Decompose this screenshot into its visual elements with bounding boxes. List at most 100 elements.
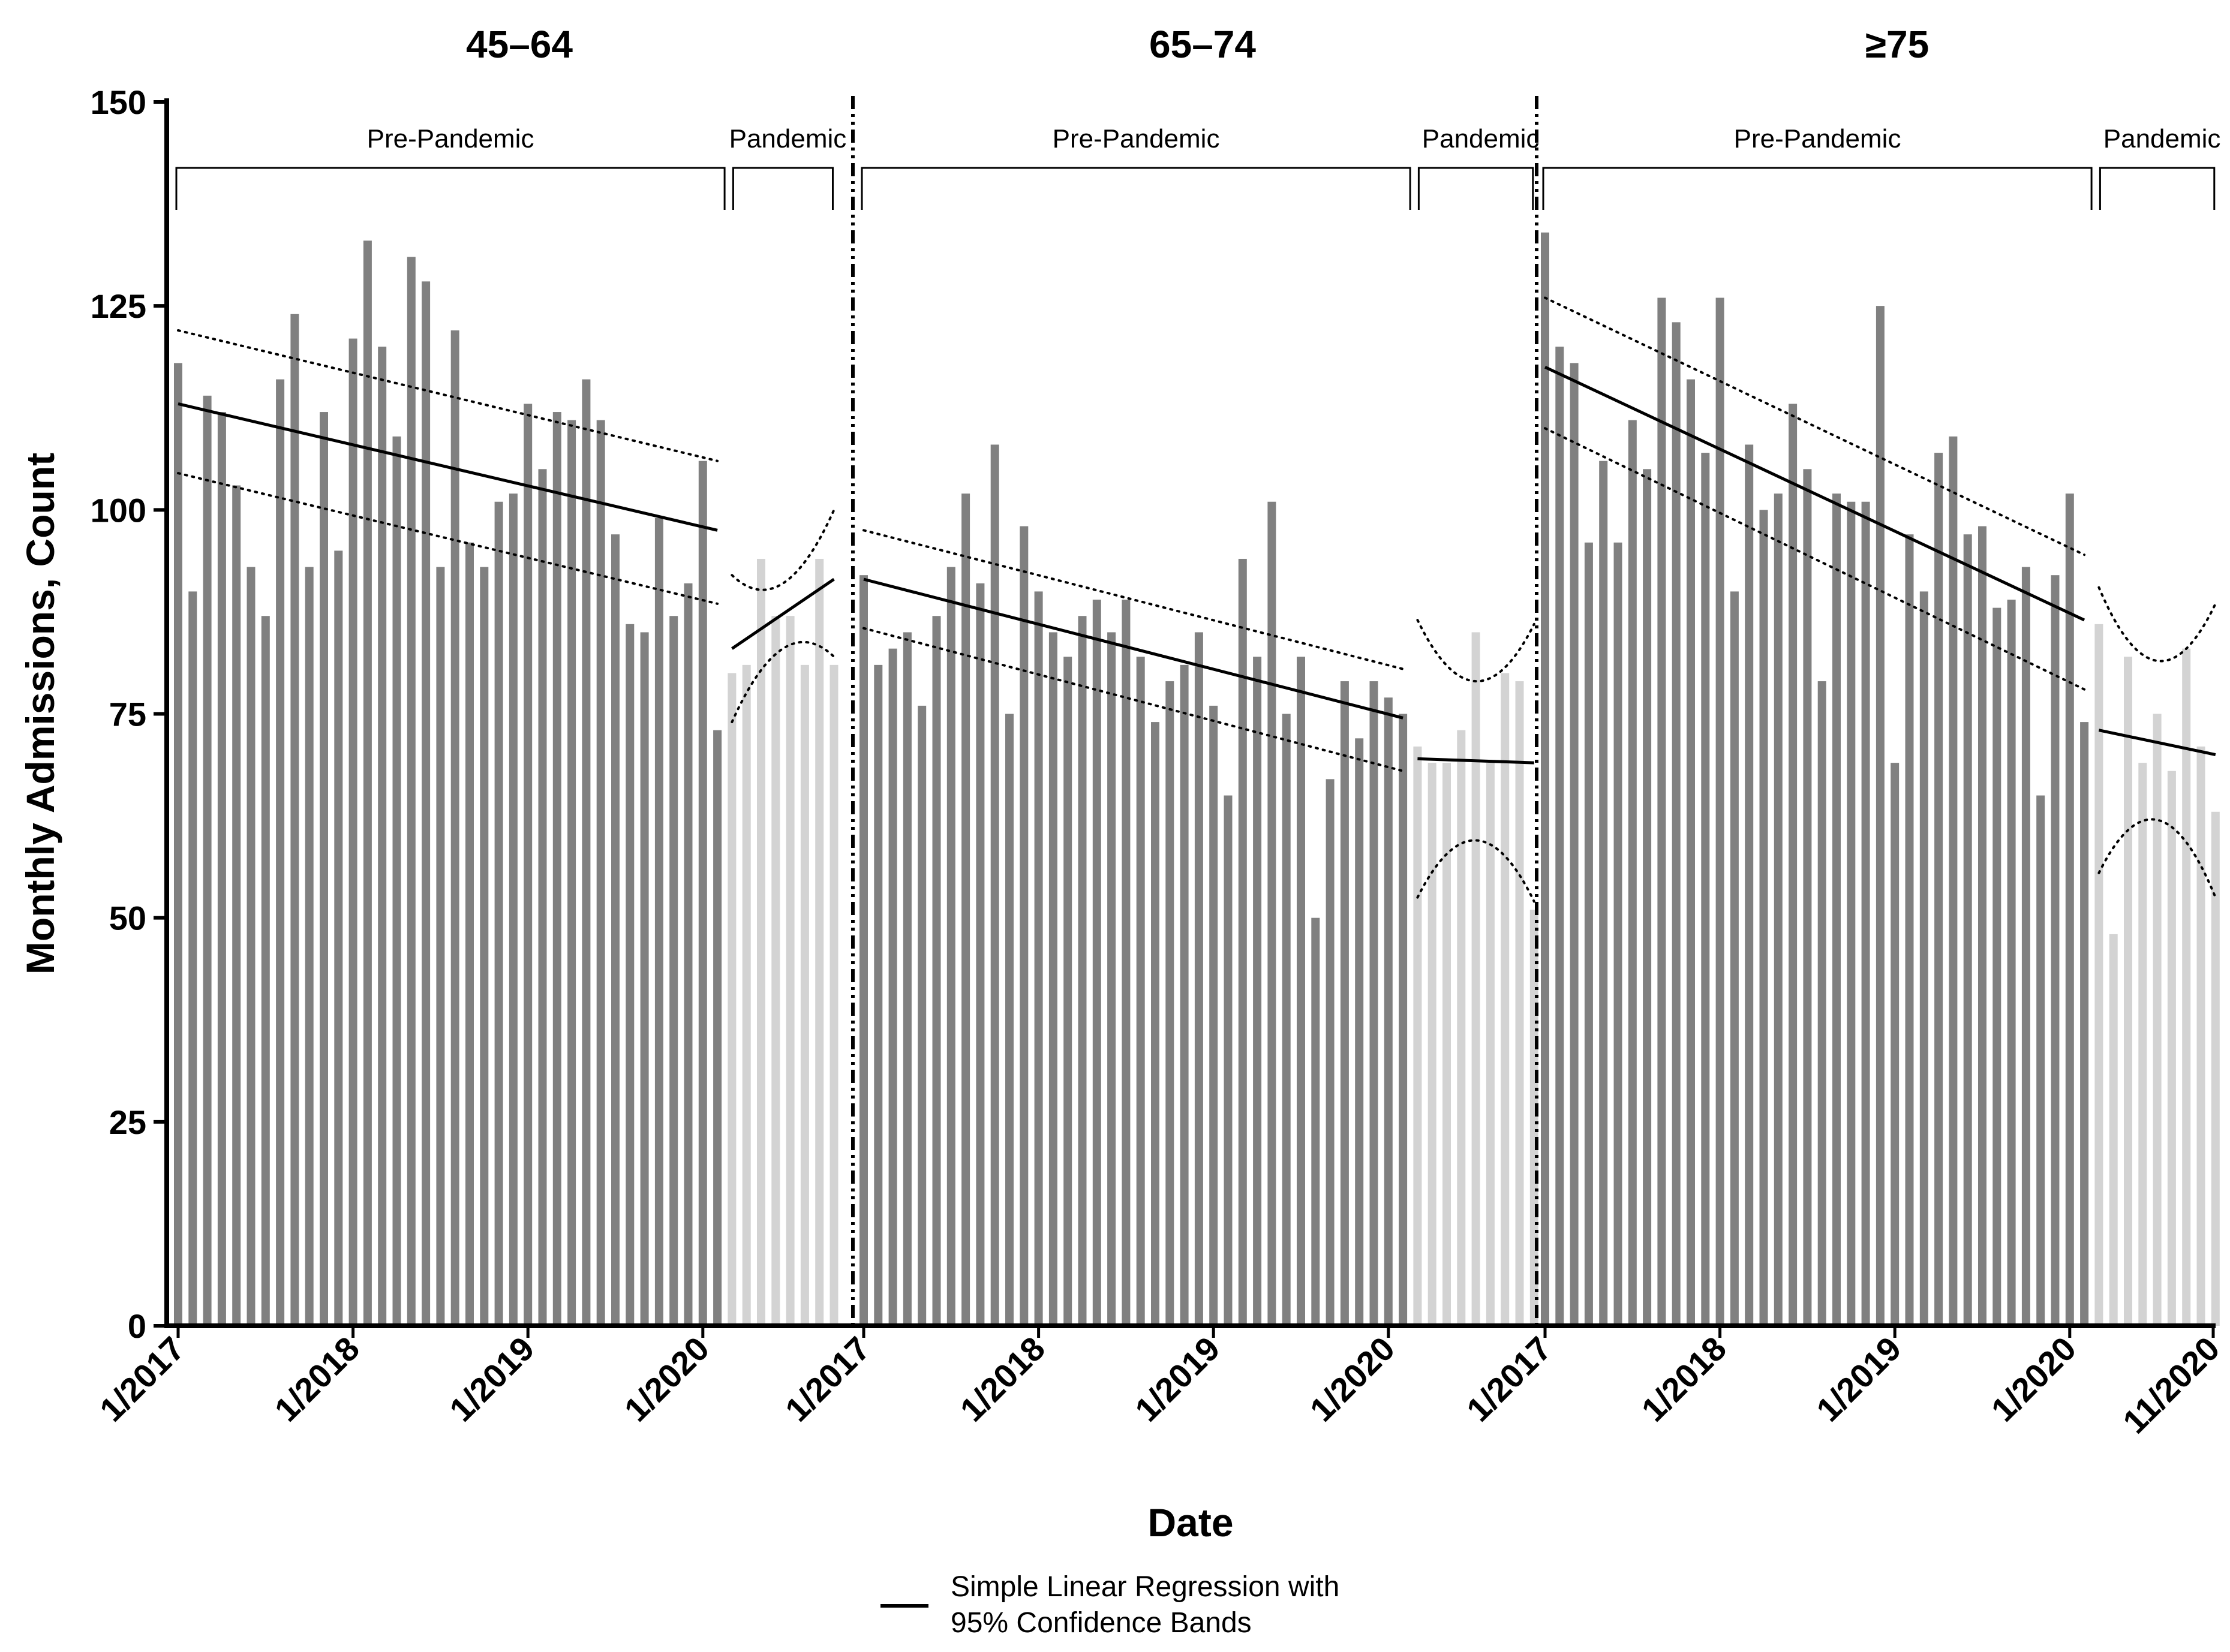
panel-1-pre-bar-21: [465, 542, 474, 1326]
panel-3-pre-bar-30: [1963, 534, 1972, 1326]
panel-2-x-tick-label-3: 1/2019: [1128, 1329, 1227, 1429]
panel-1-pre-bar-16: [392, 436, 401, 1326]
panel-1-pre-bar-22: [480, 567, 489, 1326]
panel-2-pre-bar-32: [1311, 917, 1320, 1326]
panel-3-pre-bar-36: [2051, 575, 2060, 1326]
panel-2-pandemic-label: Pandemic: [1422, 124, 1540, 154]
panel-1-pre-bar-4: [217, 412, 226, 1326]
panel-2-pandemic-bar-4: [1457, 730, 1466, 1326]
panel-1-pre-bar-24: [509, 494, 518, 1326]
panel-2-pre-bar-8: [961, 494, 970, 1326]
panel-2-pandemic-bar-1: [1413, 746, 1422, 1326]
panel-3-pandemic-bar-8: [2196, 746, 2205, 1326]
panel-2-title: 65–74: [1149, 23, 1256, 66]
panel-3-pre-bar-5: [1599, 461, 1608, 1326]
panel-3-pandemic-bar-1: [2094, 624, 2103, 1326]
panel-1-pre-bar-31: [611, 534, 620, 1326]
panel-2-pandemic-ci-upper: [1416, 619, 1535, 682]
y-axis-title: Monthly Admissions, Count: [18, 453, 62, 974]
panel-3-pre-bar-14: [1730, 591, 1739, 1326]
panel-1-pandemic-label: Pandemic: [729, 124, 847, 154]
panel-dividers-layer: [851, 96, 1538, 1326]
panel-2-pre-pandemic-label: Pre-Pandemic: [1053, 124, 1220, 154]
panel-1-pre-bar-27: [552, 412, 561, 1326]
panel-3-pre-bar-8: [1643, 469, 1652, 1326]
panel-2-pre-bar-14: [1048, 632, 1057, 1326]
panel-2-pre-pandemic-bracket: [861, 167, 1411, 210]
panel-1-title: 45–64: [466, 23, 573, 66]
panel-1-x-tick-label-3: 1/2019: [442, 1329, 542, 1429]
panel-1-pre-bar-30: [596, 420, 605, 1326]
panel-1-pandemic-bracket: [732, 167, 834, 210]
panel-1-pre-bar-7: [261, 616, 270, 1326]
panel-1-pre-fit-line: [178, 402, 718, 532]
panel-2-pre-bar-4: [903, 632, 912, 1326]
panel-2-pre-bar-37: [1384, 697, 1393, 1326]
panel-1-pre-bar-8: [276, 379, 285, 1326]
panel-3-pre-bar-1: [1541, 232, 1549, 1326]
panel-3-pandemic-ci-lower: [2097, 818, 2217, 899]
panel-3-pandemic-bar-9: [2211, 811, 2220, 1326]
panel-1-pre-bar-2: [188, 591, 197, 1326]
panel-3-x-tick-label-2: 1/2018: [1634, 1329, 1733, 1429]
panel-1-pre-bar-25: [524, 404, 533, 1326]
panel-1-pre-bar-34: [654, 517, 663, 1326]
panel-3-pre-bar-16: [1759, 510, 1768, 1326]
panel-2-pre-bar-20: [1136, 657, 1145, 1326]
panel-1-pre-pandemic-label: Pre-Pandemic: [367, 124, 534, 154]
panel-1-pre-bar-28: [567, 420, 576, 1326]
panel-1-pre-bar-3: [203, 395, 212, 1326]
panel-3-pre-bar-33: [2007, 600, 2016, 1326]
panel-1-pandemic-bar-3: [757, 558, 765, 1326]
panel-2-pre-bar-18: [1107, 632, 1116, 1326]
panel-2-pre-bar-17: [1092, 600, 1101, 1326]
panel-3-x-tick-label-1: 1/2017: [1459, 1329, 1559, 1429]
panel-3-pre-bar-23: [1861, 501, 1870, 1326]
legend-text-line-1: Simple Linear Regression with: [951, 1571, 1339, 1603]
panel-3-pre-bar-17: [1774, 494, 1783, 1326]
panel-2-pre-bar-25: [1209, 705, 1218, 1326]
panel-1-pre-bar-38: [713, 730, 722, 1326]
panel-2-pandemic-bar-6: [1486, 763, 1495, 1326]
panel-2-pre-bar-7: [946, 567, 955, 1326]
panel-2-pre-bar-19: [1122, 600, 1131, 1326]
panel-3-pre-bar-35: [2036, 795, 2045, 1326]
panel-2-pandemic-bar-8: [1515, 681, 1524, 1326]
panel-1-pre-bar-5: [232, 485, 241, 1326]
panel-3-pandemic-label: Pandemic: [2103, 124, 2221, 154]
panel-2-pre-bar-21: [1151, 722, 1159, 1326]
panel-3-pre-bar-6: [1613, 542, 1622, 1326]
panel-2-pre-bar-13: [1034, 591, 1043, 1326]
y-tick-label-5: 100: [91, 491, 146, 529]
panel-1-pre-bar-29: [582, 379, 591, 1326]
panel-1-pandemic-bar-7: [815, 558, 824, 1326]
panel-1-pre-bar-18: [422, 281, 431, 1326]
panel-3-pre-pandemic-bracket: [1542, 167, 2093, 210]
panel-1-pandemic-bar-1: [728, 673, 737, 1326]
y-tick-label-4: 75: [109, 696, 146, 733]
panel-3-pre-bar-32: [1992, 607, 2001, 1326]
panel-1-pre-bar-17: [407, 257, 416, 1326]
panel-1-pre-bar-36: [684, 583, 693, 1326]
panel-3-pre-pandemic-label: Pre-Pandemic: [1734, 124, 1901, 154]
panel-1-pre-bar-13: [348, 338, 357, 1326]
panel-1-pandemic-bar-8: [830, 664, 838, 1326]
panel-2-pre-bar-24: [1194, 632, 1203, 1326]
panel-3-pre-bar-26: [1905, 534, 1914, 1326]
panel-3-pandemic-bar-2: [2109, 934, 2118, 1326]
panel-3-pre-bar-37: [2065, 494, 2074, 1326]
panel-2-pandemic-bar-5: [1471, 632, 1480, 1326]
panel-1-pre-bar-15: [378, 347, 387, 1326]
panel-1-pre-bar-37: [698, 461, 707, 1326]
panel-1-pre-bar-6: [247, 567, 256, 1326]
panel-2-pre-fit-line: [863, 577, 1403, 720]
panel-3-pre-bar-29: [1949, 436, 1958, 1326]
panel-1-pre-bar-20: [450, 330, 459, 1326]
panel-3-pre-bar-19: [1803, 469, 1812, 1326]
panel-2-pandemic-bracket: [1417, 167, 1534, 210]
panel-3-pre-bar-27: [1919, 591, 1928, 1326]
y-tick-label-2: 25: [109, 1103, 146, 1141]
panel-2-pre-bar-23: [1180, 664, 1189, 1326]
panel-1-pre-bar-11: [320, 412, 328, 1326]
panel-3-pre-bar-20: [1817, 681, 1826, 1326]
